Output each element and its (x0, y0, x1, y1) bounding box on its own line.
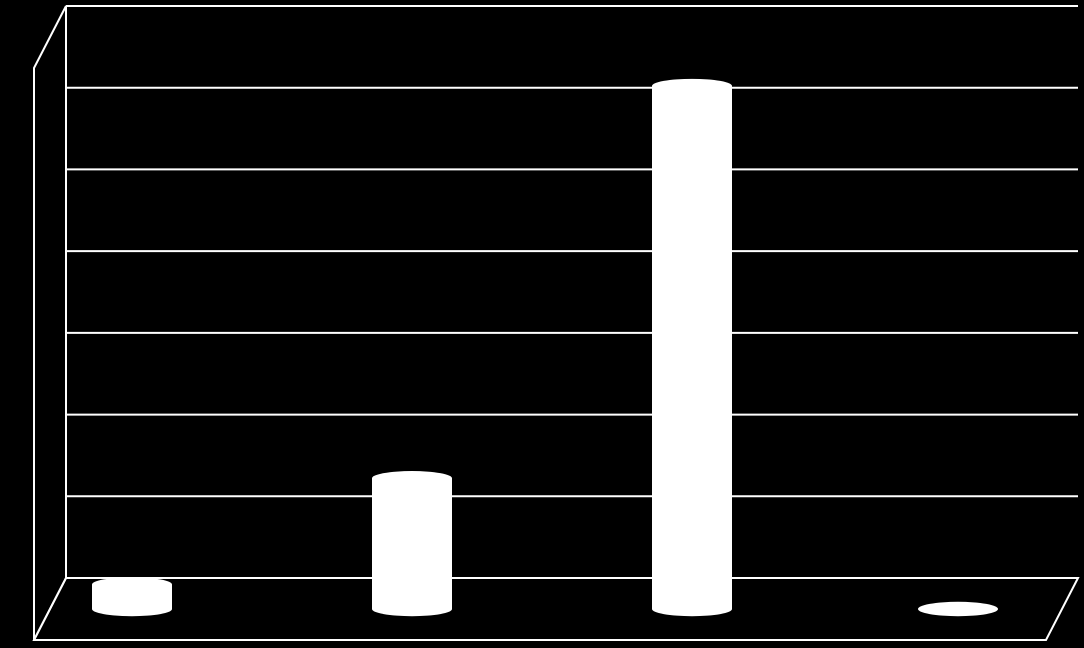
chart-svg (0, 0, 1084, 648)
bar-A (92, 577, 172, 616)
bar-D (918, 602, 998, 616)
bar-C (652, 79, 732, 616)
bar-B (372, 471, 452, 616)
cylinder-bar-chart (0, 0, 1084, 648)
chart-background (0, 0, 1084, 648)
